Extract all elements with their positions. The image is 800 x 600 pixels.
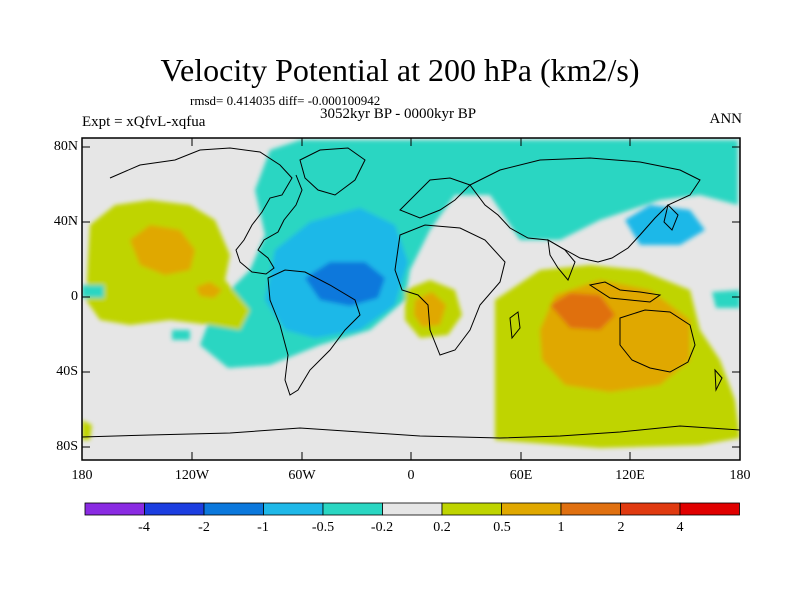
colorbar-label: -0.5 [311, 520, 335, 535]
coast-new-zealand [714, 368, 723, 392]
lon-label-180w: 180 [71, 468, 93, 483]
lat-label-40s: 40S [56, 364, 78, 379]
chart-title: Velocity Potential at 200 hPa (km2/s) [160, 52, 640, 88]
coast-asia [469, 157, 701, 263]
contour-spot-cyan [172, 330, 190, 340]
coast-madagascar [509, 311, 521, 340]
coast-indonesia [588, 281, 662, 303]
lat-label-40n: 40N [53, 214, 78, 229]
colorbar-swatch [203, 502, 264, 516]
coast-africa [394, 224, 506, 356]
contour-pos05-small [196, 282, 222, 298]
colorbar-swatch [144, 502, 205, 516]
period-label: 3052kyr BP - 0000kyr BP [320, 106, 477, 122]
season-label: ANN [709, 111, 743, 127]
contour-pos1-indopacific [550, 293, 615, 330]
contour-east-pacific-cyan [712, 290, 740, 308]
colorbar-swatch [620, 502, 681, 516]
coast-antarctica [82, 425, 740, 439]
colorbar-label: 1 [557, 520, 565, 535]
lat-label-80n: 80N [53, 139, 78, 154]
lat-label-80s: 80S [56, 439, 78, 454]
contour-sw-corner [82, 420, 92, 440]
coast-australia [619, 309, 696, 373]
contour-west-pacific-cyan [82, 285, 104, 298]
lon-label-60e: 60E [509, 468, 533, 483]
colorbar-label: 2 [617, 520, 625, 535]
contour-fill-layer [82, 138, 740, 460]
lat-label-0: 0 [71, 289, 78, 304]
lon-label-120e: 120E [615, 468, 645, 483]
contour-pacific-neg05 [625, 205, 705, 245]
colorbar-label: -2 [198, 520, 210, 535]
colorbar-swatch [679, 502, 740, 516]
colorbar-swatch [322, 502, 383, 516]
colorbar-label: 4 [676, 520, 684, 535]
lon-label-0: 0 [407, 468, 415, 483]
colorbar-swatch [501, 502, 562, 516]
coast-india [547, 239, 576, 281]
contour-pos05-pacific [130, 225, 195, 275]
rmsd-diff-stats: rmsd= 0.414035 diff= -0.000100942 [190, 93, 381, 108]
coast-south-america [267, 269, 361, 396]
colorbar-swatch [382, 502, 443, 516]
colorbar-label: -1 [257, 520, 269, 535]
contour-neg1 [305, 262, 385, 306]
colorbar [84, 502, 740, 516]
colorbar-swatch [263, 502, 324, 516]
axis-ticks [81, 138, 741, 460]
colorbar-label: -0.2 [370, 520, 394, 535]
colorbar-label: -4 [138, 520, 150, 535]
coastlines [82, 147, 740, 439]
coast-north-america [109, 147, 303, 275]
colorbar-label: 0.2 [433, 520, 451, 535]
contour-pos05-africa [414, 292, 446, 327]
colorbar-label: 0.5 [493, 520, 511, 535]
colorbar-swatch [84, 502, 145, 516]
lon-label-180e: 180 [729, 468, 751, 483]
colorbar-swatch [560, 502, 621, 516]
colorbar-swatch [441, 502, 502, 516]
lon-label-60w: 60W [288, 468, 316, 483]
coast-greenland [299, 147, 366, 196]
experiment-label: Expt = xQfvL-xqfua [82, 114, 206, 130]
lon-label-120w: 120W [174, 468, 210, 483]
coast-japan [663, 204, 679, 231]
